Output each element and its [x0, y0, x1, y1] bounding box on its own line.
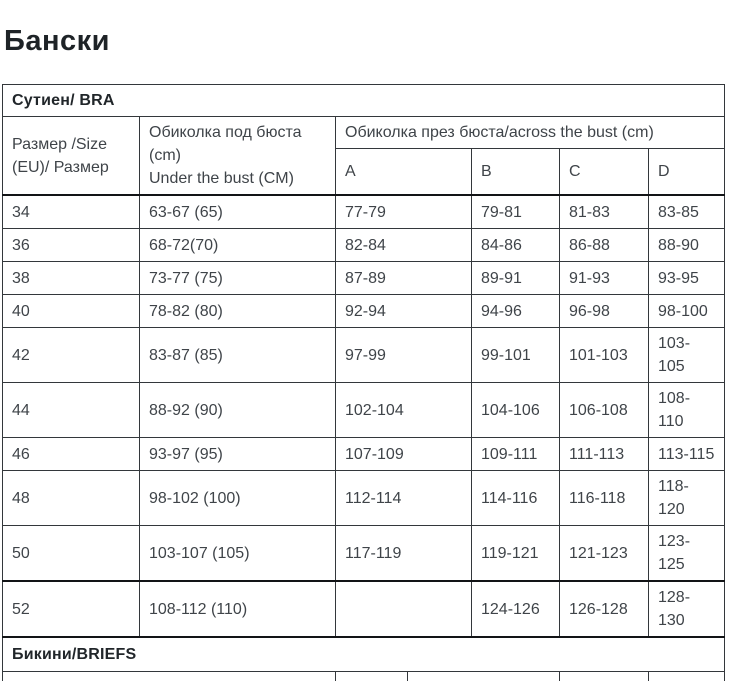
- bra-size-cell: 46: [2, 437, 140, 471]
- bra-cup-d-cell: 88-90: [647, 228, 726, 262]
- bra-section-row: Сутиен/ BRA: [1, 84, 726, 117]
- cup-d-header: D: [647, 148, 726, 196]
- bra-cup-b-cell: 89-91: [471, 261, 560, 295]
- bra-cup-b-cell: 79-81: [471, 194, 560, 229]
- bra-header-row-1: Размер /Size (EU)/ Размер Обиколка под б…: [2, 115, 726, 196]
- bra-underbust-cell: 63-67 (65): [139, 194, 336, 229]
- bra-underbust-cell: 78-82 (80): [139, 294, 336, 328]
- bra-cup-a-cell: 87-89: [335, 261, 472, 295]
- bra-cup-d-cell: 118-120: [647, 470, 726, 526]
- bra-row: 52 108-112 (110) 124-126 126-128 128-130: [2, 580, 726, 638]
- bra-size-cell: 38: [2, 261, 140, 295]
- bra-cup-b-cell: 114-116: [471, 470, 560, 526]
- bra-size-cell: 48: [2, 470, 140, 526]
- bra-cup-c-cell: 96-98: [559, 294, 649, 328]
- cup-c-header: C: [559, 148, 649, 196]
- under-bust-col-header: Обиколка под бюста (cm) Under the bust (…: [139, 116, 336, 196]
- bra-underbust-cell: 83-87 (85): [139, 327, 336, 383]
- bra-cup-d-cell: 93-95: [647, 261, 726, 295]
- bra-cup-b-cell: 99-101: [471, 327, 560, 383]
- bra-row: 48 98-102 (100) 112-114 114-116 116-118 …: [2, 470, 726, 526]
- bra-cup-a-cell: 112-114: [335, 470, 472, 526]
- briefs-section-header: Бикини/BRIEFS: [1, 636, 726, 672]
- bra-row: 42 83-87 (85) 97-99 99-101 101-103 103-1…: [2, 327, 726, 383]
- briefs-size-cell: 38: [407, 671, 560, 681]
- briefs-section-row: Бикини/BRIEFS: [1, 636, 726, 672]
- bra-cup-c-cell: 106-108: [559, 382, 649, 438]
- bra-cup-b-cell: 119-121: [471, 525, 560, 582]
- bra-cup-a-cell: 107-109: [335, 437, 472, 471]
- bra-size-cell: 40: [2, 294, 140, 328]
- bra-row: 40 78-82 (80) 92-94 94-96 96-98 98-100: [2, 294, 726, 328]
- cup-a-header: A: [335, 148, 472, 196]
- bra-cup-a-cell: [335, 580, 472, 638]
- bra-section-header: Сутиен/ BRA: [1, 84, 726, 117]
- bra-underbust-cell: 108-112 (110): [139, 580, 336, 638]
- bra-cup-a-cell: 77-79: [335, 194, 472, 229]
- page-title: Бански: [4, 25, 110, 57]
- bra-cup-d-cell: 98-100: [647, 294, 726, 328]
- bra-cup-c-cell: 101-103: [559, 327, 649, 383]
- bra-row: 46 93-97 (95) 107-109 109-111 111-113 11…: [2, 437, 726, 471]
- bra-size-cell: 52: [2, 580, 140, 638]
- bra-cup-c-cell: 126-128: [559, 580, 649, 638]
- bra-cup-a-cell: 97-99: [335, 327, 472, 383]
- bra-cup-b-cell: 84-86: [471, 228, 560, 262]
- bra-size-cell: 44: [2, 382, 140, 438]
- briefs-size-cell: 42: [647, 671, 726, 681]
- bra-cup-d-cell: 123-125: [647, 525, 726, 582]
- bra-underbust-cell: 93-97 (95): [139, 437, 336, 471]
- bra-underbust-cell: 68-72(70): [139, 228, 336, 262]
- briefs-size-cell: 36: [335, 671, 408, 681]
- bra-cup-b-cell: 94-96: [471, 294, 560, 328]
- bra-cup-c-cell: 116-118: [559, 470, 649, 526]
- bra-underbust-cell: 98-102 (100): [139, 470, 336, 526]
- bra-underbust-cell: 88-92 (90): [139, 382, 336, 438]
- bra-header-row-2: A B C D: [3, 148, 726, 196]
- bra-size-cell: 42: [2, 327, 140, 383]
- bra-cup-a-cell: 92-94: [335, 294, 472, 328]
- cup-b-header: B: [471, 148, 560, 196]
- bra-cup-c-cell: 121-123: [559, 525, 649, 582]
- bra-row: 36 68-72(70) 82-84 84-86 86-88 88-90: [2, 228, 726, 262]
- bra-cup-a-cell: 117-119: [335, 525, 472, 582]
- bra-underbust-cell: 103-107 (105): [139, 525, 336, 582]
- bra-size-cell: 34: [2, 194, 140, 229]
- bra-cup-b-cell: 124-126: [471, 580, 560, 638]
- bra-cup-b-cell: 109-111: [471, 437, 560, 471]
- bra-size-cell: 50: [2, 525, 140, 582]
- bra-cup-c-cell: 81-83: [559, 194, 649, 229]
- briefs-size-row: Размер (EU) / size (EU)/ 36 38 40 42: [2, 671, 726, 681]
- bra-row: 38 73-77 (75) 87-89 89-91 91-93 93-95: [2, 261, 726, 295]
- bra-row: 50 103-107 (105) 117-119 119-121 121-123…: [2, 525, 726, 582]
- bra-cup-b-cell: 104-106: [471, 382, 560, 438]
- bra-cup-d-cell: 108-110: [647, 382, 726, 438]
- bra-row: 44 88-92 (90) 102-104 104-106 106-108 10…: [2, 382, 726, 438]
- bra-cup-d-cell: 113-115: [647, 437, 726, 471]
- bra-cup-d-cell: 103-105: [647, 327, 726, 383]
- bra-row: 34 63-67 (65) 77-79 79-81 81-83 83-85: [2, 194, 726, 229]
- briefs-size-cell: 40: [559, 671, 649, 681]
- bra-cup-a-cell: 102-104: [335, 382, 472, 438]
- bra-cup-c-cell: 111-113: [559, 437, 649, 471]
- bra-cup-a-cell: 82-84: [335, 228, 472, 262]
- size-chart-table: Сутиен/ BRA Размер /Size (EU)/ Размер Об…: [1, 84, 726, 681]
- bra-size-cell: 36: [2, 228, 140, 262]
- briefs-size-label: Размер (EU) / size (EU)/: [2, 671, 336, 681]
- bra-underbust-cell: 73-77 (75): [139, 261, 336, 295]
- bra-cup-d-cell: 83-85: [647, 194, 726, 229]
- bra-cup-d-cell: 128-130: [647, 580, 726, 638]
- bra-cup-c-cell: 86-88: [559, 228, 649, 262]
- across-bust-group-header: Обиколка през бюста/across the bust (cm): [334, 115, 726, 150]
- bra-cup-c-cell: 91-93: [559, 261, 649, 295]
- size-col-header: Размер /Size (EU)/ Размер: [2, 116, 140, 196]
